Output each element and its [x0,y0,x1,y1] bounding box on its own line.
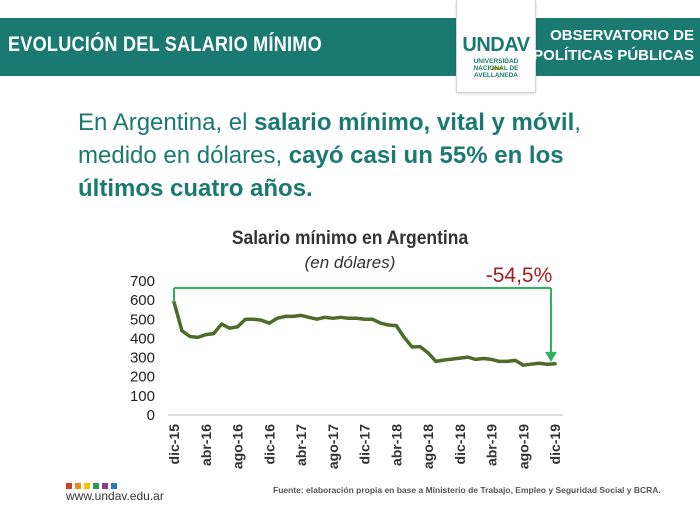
x-tick-label: dic-18 [452,424,468,465]
annotation-label: -54,5% [486,264,553,287]
data-point [450,357,454,361]
y-tick-label: 300 [130,350,155,367]
data-point [426,351,430,354]
y-tick-label: 100 [130,388,155,405]
data-point [228,327,231,330]
series-line [172,300,557,367]
data-point [402,336,406,339]
data-point [212,332,215,335]
data-point [204,333,207,336]
data-point [260,319,263,322]
data-point [299,314,303,317]
data-point [220,322,223,326]
annotation-arrowhead [545,351,557,362]
data-point [363,318,366,321]
data-point [506,360,509,363]
y-tick-label: 200 [130,369,155,386]
data-point [395,324,398,327]
y-tick-label: 0 [147,407,155,424]
data-point [355,317,358,320]
data-point [490,358,493,361]
x-tick-label: dic-15 [166,424,182,465]
data-point [244,318,247,321]
footer-url[interactable]: www.undav.edu.ar [66,489,164,503]
data-point [323,316,327,319]
x-tick-label: dic-17 [357,424,373,465]
x-tick-label: abr-18 [388,424,404,466]
data-point [331,317,334,320]
data-point [522,363,525,367]
data-point [339,316,342,319]
data-point [236,325,239,329]
footer-source: Fuente: elaboración propia en base a Min… [273,485,661,495]
undav-logo: UNDAV UNIVERSIDAD NACIONAL DE AVELLANEDA [456,0,536,93]
x-tick-label: abr-16 [198,424,214,466]
x-tick-label: ago-18 [420,424,436,469]
data-point [180,329,184,332]
brand-dot [84,483,90,489]
headline: En Argentina, el salario mínimo, vital y… [78,109,581,202]
logo-wordmark: UNDAV [457,34,535,80]
page-title: EVOLUCIÓN DEL SALARIO MÍNIMO [8,33,322,56]
data-point [410,345,414,349]
data-point [275,317,279,320]
data-point [347,317,350,320]
data-point [434,360,438,363]
data-point [307,316,311,319]
x-tick-label: dic-16 [261,424,277,465]
data-point [514,359,517,362]
y-tick-label: 700 [130,273,155,290]
data-point [371,318,374,321]
observatory-title: OBSERVATORIO DE POLÍTICAS PÚBLICAS [533,27,694,64]
data-point [498,360,501,363]
brand-dot [75,483,81,489]
data-point [442,358,446,362]
data-point [291,315,295,318]
data-point [545,363,549,366]
x-tick-label: ago-19 [515,424,531,469]
data-point [387,323,390,327]
data-point [252,318,255,321]
brand-color-dots [66,476,120,494]
logo-subtitle: UNIVERSIDAD NACIONAL DE AVELLANEDA [473,58,519,79]
data-point [458,356,461,360]
brand-dot [66,483,72,489]
data-point [379,321,382,325]
x-tick-label: abr-19 [484,424,500,466]
brand-dot [111,483,117,489]
y-tick-label: 400 [130,330,155,347]
x-tick-label: ago-16 [230,424,246,469]
x-tick-label: abr-17 [293,424,309,466]
data-point [418,345,422,348]
data-point [474,358,477,361]
data-point [188,335,192,338]
chart-title: Salario mínimo en Argentina [231,228,469,249]
data-point [553,362,557,366]
data-point [482,357,485,360]
data-point [196,336,200,339]
data-point [529,363,533,366]
data-point [315,318,319,321]
x-tick-label: ago-17 [325,424,341,469]
data-point [537,362,541,365]
y-tick-label: 600 [130,292,155,309]
data-point [283,315,287,318]
y-tick-label: 500 [130,311,155,328]
brand-dot [93,483,99,489]
brand-dot [102,483,108,489]
data-point [268,321,271,325]
data-point [466,355,469,359]
chart-subtitle: (en dólares) [304,253,396,272]
x-tick-label: dic-19 [547,424,563,465]
header-bar [0,18,700,76]
